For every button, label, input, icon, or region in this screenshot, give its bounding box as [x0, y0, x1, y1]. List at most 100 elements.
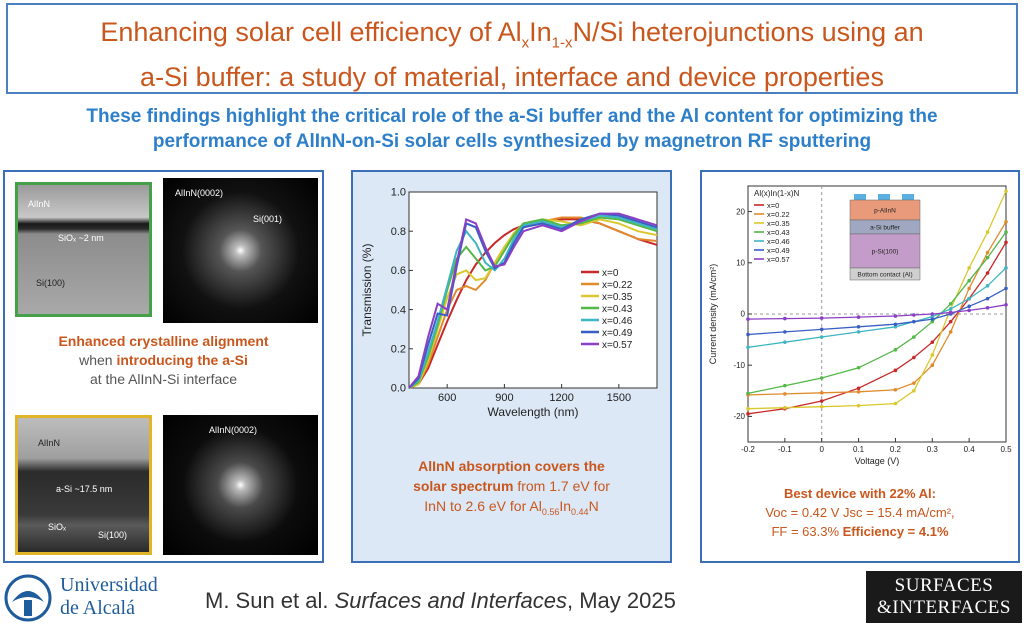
x-tick-label: 0.5	[1000, 445, 1012, 454]
title-line-1: Enhancing solar cell efficiency of AlxIn…	[100, 17, 924, 52]
series-point-6	[985, 306, 990, 310]
diff1-label-alinn: AlInN(0002)	[175, 188, 224, 198]
left-caption-line-2: when introducing the a-Si	[79, 352, 248, 368]
diffraction-image-with-buffer: AlInN(0002)	[163, 415, 318, 555]
y-tick-label: 0.0	[391, 383, 406, 395]
series-point-4	[819, 335, 824, 339]
series-point-2	[856, 403, 861, 408]
series-point-5	[819, 327, 824, 332]
y-tick-label: 0.8	[391, 226, 406, 238]
series-point-5	[856, 325, 861, 329]
legend-label: x=0.22	[767, 210, 790, 219]
legend-label: x=0.46	[767, 237, 790, 246]
tem1-label-siox: SiOₓ ~2 nm	[58, 233, 104, 243]
title-line-2: a-Si buffer: a study of material, interf…	[140, 62, 884, 93]
series-point-4	[1004, 266, 1008, 270]
series-point-5	[967, 304, 971, 309]
y-axis-label: Transmission (%)	[360, 244, 374, 337]
y-tick-label: -10	[733, 361, 745, 370]
series-point-0	[856, 386, 861, 391]
series-point-6	[1004, 302, 1008, 307]
diffraction-image-no-buffer: AlInN(0002) Si(001)	[163, 178, 318, 323]
x-tick-label: -0.1	[778, 445, 792, 454]
series-point-5	[746, 332, 750, 337]
university-name-line-2: de Alcalá	[60, 597, 135, 619]
x-tick-label: 1200	[549, 392, 573, 404]
series-line-3	[408, 216, 658, 389]
series-point-5	[893, 322, 898, 327]
series-point-3	[856, 365, 861, 370]
legend-label: x=0.57	[602, 340, 633, 351]
legend-label: x=0	[767, 201, 779, 210]
series-point-1	[930, 363, 935, 367]
university-logo-icon	[4, 574, 52, 622]
left-caption: Enhanced crystalline alignment when intr…	[5, 332, 322, 389]
series-point-1	[985, 250, 990, 255]
series-point-3	[985, 255, 990, 260]
tem-image-no-buffer: AlInN SiOₓ ~2 nm Si(100)	[15, 182, 152, 317]
series-point-3	[783, 383, 787, 388]
series-point-6	[783, 316, 787, 321]
y-tick-label: 0.2	[391, 343, 406, 355]
series-point-4	[893, 325, 898, 329]
series-point-6	[930, 312, 935, 316]
x-axis-label: Wavelength (nm)	[488, 405, 579, 419]
inset-layer	[849, 267, 921, 281]
y-tick-label: 0	[741, 310, 746, 319]
series-point-6	[819, 316, 824, 320]
series-point-5	[783, 330, 787, 334]
legend-label: x=0.57	[767, 255, 790, 264]
x-tick-label: 0.4	[964, 445, 976, 454]
series-point-0	[948, 319, 953, 324]
series-line-2	[408, 218, 658, 389]
series-point-5	[930, 317, 935, 321]
series-point-4	[948, 307, 953, 311]
x-tick-label: 0.2	[890, 445, 902, 454]
mid-caption-line-2: solar spectrum from 1.7 eV for	[413, 478, 610, 494]
series-point-4	[967, 296, 971, 301]
y-tick-label: 10	[736, 258, 745, 267]
series-point-5	[985, 296, 990, 301]
journal-logo-line-1: SURFACES	[894, 575, 994, 596]
series-point-3	[819, 376, 824, 380]
tem-image-with-buffer: AlInN a-Si ~17.5 nm SiOₓ Si(100)	[15, 415, 152, 555]
series-point-5	[912, 319, 916, 324]
series-point-0	[985, 271, 990, 275]
tem1-label-alinn: AlInN	[28, 199, 51, 209]
tem2-label-asi: a-Si ~17.5 nm	[56, 484, 113, 494]
university-name-line-1: Universidad	[60, 574, 158, 596]
series-point-6	[948, 310, 953, 315]
legend-label: x=0.43	[767, 228, 790, 237]
series-point-1	[948, 330, 953, 334]
x-tick-label: 0	[819, 445, 824, 454]
series-point-1	[967, 286, 971, 291]
mid-caption-line-1: AlInN absorption covers the	[418, 458, 605, 474]
series-point-2	[1004, 189, 1008, 193]
legend-label: x=0.22	[602, 280, 633, 291]
series-point-6	[856, 315, 861, 319]
subtitle-line-1: These findings highlight the critical ro…	[86, 106, 938, 127]
series-point-2	[985, 230, 990, 234]
mid-panel: 600 900 1200 1500 0.0 0.2 0.4 0.6 0.8 1.0 Waveleng…	[351, 170, 672, 563]
inset-layer-label: p-AlInN	[874, 208, 896, 215]
right-caption-line-2: Voc = 0.42 V Jsc = 15.4 mA/cm²,	[765, 505, 955, 520]
subtitle-line-2: performance of AlInN-on-Si solar cells s…	[152, 131, 872, 152]
tem2-label-siox: SiOₓ	[48, 522, 66, 532]
legend-label: x=0.43	[602, 304, 633, 315]
series-point-1	[893, 387, 898, 392]
series-point-0	[1004, 240, 1008, 245]
x-tick-label: -0.2	[741, 445, 755, 454]
x-tick-label: 1500	[607, 392, 631, 404]
y-tick-label: -20	[733, 412, 745, 421]
series-point-6	[967, 308, 971, 313]
series-point-1	[1004, 220, 1008, 224]
left-panel: AlInN SiOₓ ~2 nm Si(100) AlInN(0002) Si(…	[3, 170, 324, 563]
x-tick-label: 600	[438, 392, 456, 404]
series-point-0	[746, 412, 750, 416]
y-tick-label: 0.6	[391, 265, 406, 277]
series-line-6	[408, 212, 658, 389]
university-name: Universidad de Alcalá	[60, 574, 158, 620]
x-tick-label: 900	[495, 392, 513, 404]
inset-layer-label: Bottom contact (Al)	[857, 272, 912, 279]
series-point-3	[948, 301, 953, 306]
